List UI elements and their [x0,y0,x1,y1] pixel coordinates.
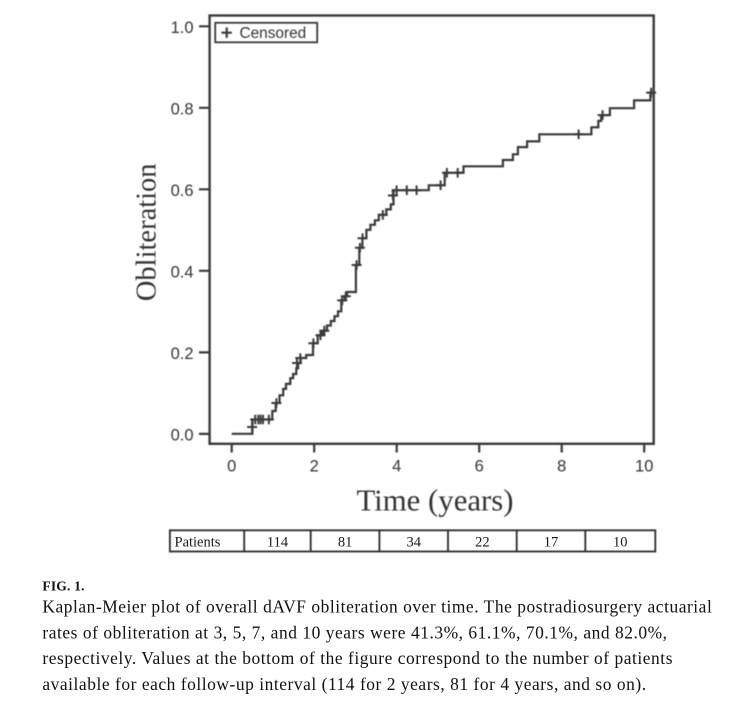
svg-text:0.2: 0.2 [171,345,194,363]
svg-text:2: 2 [310,458,319,476]
svg-text:0.0: 0.0 [171,427,194,445]
svg-text:6: 6 [475,458,484,476]
svg-text:FIG. 1.: FIG. 1. [42,579,84,594]
svg-text:8: 8 [557,458,566,476]
svg-text:22: 22 [475,535,490,551]
svg-text:114: 114 [267,535,289,551]
svg-text:81: 81 [338,535,353,551]
svg-text:Obliteration: Obliteration [132,163,163,301]
svg-text:Patients: Patients [175,535,221,551]
svg-text:0.4: 0.4 [171,264,194,282]
svg-text:Kaplan-Meier plot of overall d: Kaplan-Meier plot of overall dAVF oblite… [42,596,712,616]
svg-text:respectively. Values at the bo: respectively. Values at the bottom of th… [42,648,673,668]
svg-text:4: 4 [392,458,401,476]
svg-text:0: 0 [227,458,236,476]
svg-text:Time (years): Time (years) [356,483,513,517]
svg-text:10: 10 [635,458,653,476]
svg-text:34: 34 [406,535,421,551]
svg-text:17: 17 [544,535,559,551]
svg-text:Censored: Censored [240,25,307,42]
svg-text:1.0: 1.0 [171,19,194,37]
svg-text:0.8: 0.8 [171,101,194,119]
svg-text:10: 10 [613,535,628,551]
svg-text:rates of obliteration at 3, 5,: rates of obliteration at 3, 5, 7, and 10… [42,622,667,642]
svg-text:available for each follow-up i: available for each follow-up interval (1… [42,674,646,694]
svg-text:0.6: 0.6 [171,182,194,200]
